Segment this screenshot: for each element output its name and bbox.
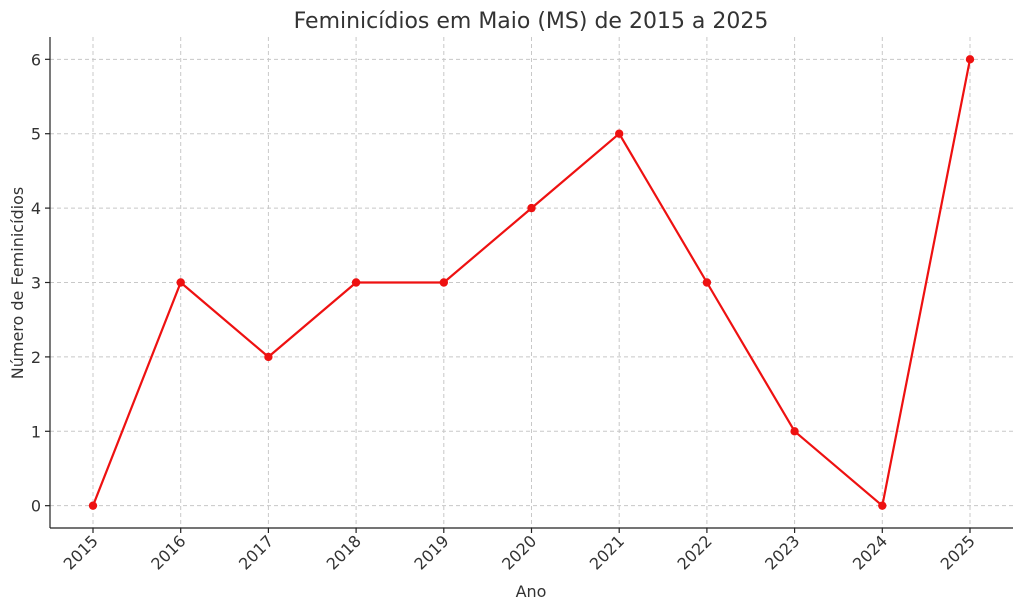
x-tick-label: 2020 [498, 531, 540, 573]
y-tick-label: 3 [31, 274, 41, 293]
x-tick-label: 2023 [761, 531, 803, 573]
data-point-2015 [88, 501, 98, 510]
x-tick-label: 2018 [323, 531, 365, 573]
x-tick-label: 2024 [849, 531, 891, 573]
x-tick-label: 2016 [147, 531, 189, 573]
axes: 0 1 2 3 4 5 6 2015 2016 2017 2018 2019 2020 2021 2022 2… [31, 37, 1013, 574]
y-tick-label: 6 [31, 50, 41, 69]
data-point-2019 [439, 278, 448, 287]
x-tick-label: 2025 [937, 531, 979, 573]
data-point-2016 [176, 278, 185, 287]
data-point-2025 [965, 55, 975, 64]
data-point-2021 [615, 129, 624, 138]
y-tick-label: 2 [31, 348, 41, 367]
data-point-2020 [527, 203, 536, 213]
x-axis-label: Ano [516, 582, 547, 601]
x-tick-label: 2021 [586, 531, 628, 573]
data-point-2017 [264, 352, 273, 362]
y-tick-label: 1 [31, 422, 41, 441]
y-axis-label: Número de Feminicídios [8, 187, 27, 379]
chart-title: Feminicídios em Maio (MS) de 2015 a 2025 [294, 9, 769, 34]
series [88, 55, 975, 510]
x-tick-label: 2017 [235, 531, 277, 573]
data-point-2018 [351, 278, 361, 287]
data-point-2023 [790, 427, 799, 436]
x-tick-label: 2022 [674, 531, 716, 573]
y-tick-label: 4 [31, 199, 41, 218]
y-tick-label: 0 [31, 497, 41, 516]
data-point-2024 [878, 501, 887, 510]
x-tick-label: 2015 [60, 531, 102, 573]
x-tick-label: 2019 [410, 531, 452, 573]
y-tick-label: 5 [31, 125, 41, 144]
grid [50, 37, 1013, 528]
data-point-2022 [702, 278, 712, 287]
